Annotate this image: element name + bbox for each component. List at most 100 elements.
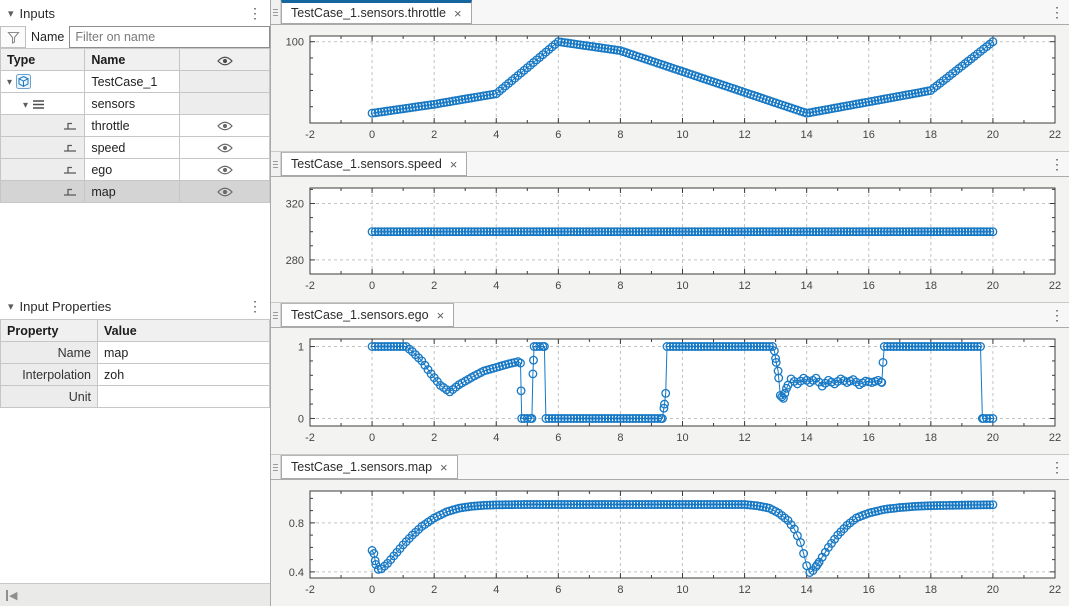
tab-close-icon[interactable]: × <box>449 156 458 172</box>
tree-row-name[interactable]: speed <box>84 136 181 159</box>
collapse-sidebar-icon[interactable]: ◀ <box>6 589 17 602</box>
tree-row-map[interactable]: map <box>0 180 270 203</box>
tree-row-speed[interactable]: speed <box>0 136 270 159</box>
svg-text:4: 4 <box>493 432 499 444</box>
svg-text:12: 12 <box>738 584 750 596</box>
svg-text:22: 22 <box>1049 129 1061 141</box>
svg-text:6: 6 <box>555 129 561 141</box>
tab-ego[interactable]: TestCase_1.sensors.ego × <box>281 303 455 327</box>
svg-text:6: 6 <box>555 280 561 292</box>
plot-menu-kebab-icon[interactable]: ⋮ <box>1050 306 1064 323</box>
tree-row-sensors[interactable]: ▾ sensors <box>0 92 270 115</box>
filter-name-input[interactable] <box>69 26 270 48</box>
tab-map[interactable]: TestCase_1.sensors.map × <box>281 455 458 479</box>
panel-grip-handle[interactable] <box>271 152 281 176</box>
filter-funnel-icon[interactable] <box>0 26 26 48</box>
tab-throttle[interactable]: TestCase_1.sensors.throttle × <box>281 0 472 24</box>
svg-text:14: 14 <box>801 432 813 444</box>
property-row-name: Name map <box>0 341 270 364</box>
property-row-unit: Unit <box>0 385 270 408</box>
inputs-panel-title: Inputs <box>19 5 55 21</box>
svg-text:8: 8 <box>617 129 623 141</box>
plot-tabbar: TestCase_1.sensors.map × ⋮ <box>271 455 1069 480</box>
plots-column: TestCase_1.sensors.throttle × ⋮ -2 0 2 4 6 8 10 12… <box>271 0 1069 606</box>
svg-text:0.4: 0.4 <box>289 567 304 579</box>
plot-menu-kebab-icon[interactable]: ⋮ <box>1050 3 1064 20</box>
tree-row-name[interactable]: map <box>84 180 181 203</box>
eye-icon <box>216 53 233 67</box>
tree-row-TestCase_1[interactable]: ▾ TestCase_1 <box>0 70 270 93</box>
tree-row-name[interactable]: TestCase_1 <box>84 70 181 93</box>
svg-text:6: 6 <box>555 584 561 596</box>
property-name: Name <box>0 341 98 364</box>
tab-close-icon[interactable]: × <box>453 5 462 21</box>
svg-text:8: 8 <box>617 432 623 444</box>
property-value[interactable]: map <box>97 341 270 364</box>
panel-grip-handle[interactable] <box>271 303 281 327</box>
inputs-tree-table: Type Name ▾ TestCase_1 ▾ sensors throttle spe… <box>0 48 270 203</box>
property-value[interactable] <box>97 385 270 408</box>
inputs-empty-area <box>0 203 270 293</box>
properties-header-row: Property Value <box>0 319 270 342</box>
tree-row-name[interactable]: ego <box>84 158 181 181</box>
inputs-menu-kebab-icon[interactable]: ⋮ <box>248 4 262 21</box>
tree-row-name[interactable]: sensors <box>84 92 181 115</box>
sidebar-status-bar: ◀ <box>0 583 270 606</box>
plot-canvas[interactable]: -2 0 2 4 6 8 10 12 14 16 18 20 22 280 320 <box>271 177 1069 302</box>
visibility-empty-cell <box>179 70 270 93</box>
svg-text:16: 16 <box>863 432 875 444</box>
tab-close-icon[interactable]: × <box>436 307 445 323</box>
panel-grip-handle[interactable] <box>271 455 281 479</box>
svg-text:16: 16 <box>863 584 875 596</box>
plot-menu-kebab-icon[interactable]: ⋮ <box>1050 458 1064 475</box>
plot-canvas[interactable]: -2 0 2 4 6 8 10 12 14 16 18 20 22 100 <box>271 25 1069 151</box>
svg-text:20: 20 <box>987 280 999 292</box>
svg-text:280: 280 <box>286 255 304 267</box>
tree-row-throttle[interactable]: throttle <box>0 114 270 137</box>
type-column-header[interactable]: Type <box>0 48 86 71</box>
properties-panel-header: ▾ Input Properties ⋮ <box>0 293 270 319</box>
plot-tabbar: TestCase_1.sensors.speed × ⋮ <box>271 152 1069 177</box>
svg-text:22: 22 <box>1049 432 1061 444</box>
properties-panel-title: Input Properties <box>19 298 112 314</box>
visibility-eye-icon[interactable] <box>179 136 270 159</box>
tab-speed[interactable]: TestCase_1.sensors.speed × <box>281 152 468 176</box>
visibility-eye-icon[interactable] <box>179 180 270 203</box>
testcase-cube-icon[interactable]: ▾ <box>0 70 86 93</box>
properties-menu-kebab-icon[interactable]: ⋮ <box>248 297 262 314</box>
svg-text:10: 10 <box>676 129 688 141</box>
tab-close-icon[interactable]: × <box>440 459 448 475</box>
property-value[interactable]: zoh <box>97 363 270 386</box>
collapse-triangle-icon[interactable]: ▾ <box>8 300 14 313</box>
visibility-eye-icon[interactable] <box>179 114 270 137</box>
svg-text:320: 320 <box>286 199 304 211</box>
svg-text:2: 2 <box>431 280 437 292</box>
expand-triangle-icon[interactable]: ▾ <box>23 99 29 111</box>
svg-text:18: 18 <box>925 432 937 444</box>
plot-panel-ego: TestCase_1.sensors.ego × ⋮ -2 0 2 4 6 8 10 12 14 16 1… <box>271 303 1069 454</box>
svg-text:6: 6 <box>555 432 561 444</box>
collapse-triangle-icon[interactable]: ▾ <box>8 7 14 20</box>
property-column-header: Property <box>0 319 98 342</box>
name-column-header[interactable]: Name <box>84 48 181 71</box>
panel-grip-handle[interactable] <box>271 0 281 24</box>
tree-row-ego[interactable]: ego <box>0 158 270 181</box>
plot-canvas[interactable]: -2 0 2 4 6 8 10 12 14 16 18 20 22 0.4 0.8 <box>271 480 1069 606</box>
plot-canvas[interactable]: -2 0 2 4 6 8 10 12 14 16 18 20 22 0 1 <box>271 328 1069 454</box>
plot-panel-speed: TestCase_1.sensors.speed × ⋮ -2 0 2 4 6 8 10 12 14 1… <box>271 152 1069 302</box>
visibility-eye-icon[interactable] <box>179 158 270 181</box>
svg-text:4: 4 <box>493 584 499 596</box>
visibility-column-header[interactable] <box>179 48 270 71</box>
signal-icon <box>0 158 86 181</box>
svg-text:22: 22 <box>1049 280 1061 292</box>
svg-text:10: 10 <box>676 280 688 292</box>
property-name: Unit <box>0 385 98 408</box>
tree-row-name[interactable]: throttle <box>84 114 181 137</box>
tab-label: TestCase_1.sensors.speed <box>291 157 442 171</box>
bus-icon[interactable]: ▾ <box>0 92 86 115</box>
svg-text:-2: -2 <box>305 129 315 141</box>
tab-label: TestCase_1.sensors.throttle <box>291 6 446 20</box>
expand-triangle-icon[interactable]: ▾ <box>7 76 13 88</box>
plot-menu-kebab-icon[interactable]: ⋮ <box>1050 155 1064 172</box>
svg-text:0: 0 <box>369 432 375 444</box>
